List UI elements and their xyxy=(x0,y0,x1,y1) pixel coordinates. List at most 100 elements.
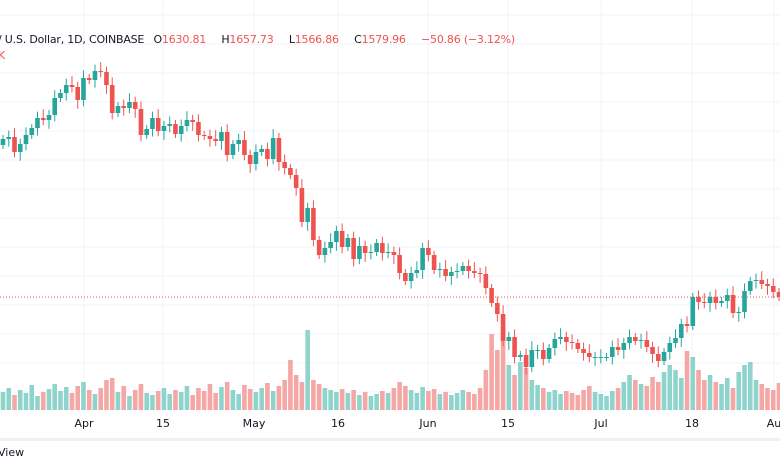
candle-body xyxy=(357,246,362,259)
volume-bar xyxy=(316,384,322,410)
candle-body xyxy=(35,118,40,128)
candle-body xyxy=(667,343,673,352)
candle-body xyxy=(736,312,742,313)
candle-body xyxy=(270,138,276,159)
candle-body xyxy=(17,144,23,152)
candle-body xyxy=(178,126,184,134)
volume-bar xyxy=(276,386,282,410)
candle-body xyxy=(420,248,425,270)
volume-bar xyxy=(311,380,316,410)
candle-body xyxy=(155,118,161,131)
volume-bar xyxy=(512,375,517,410)
high-label: H xyxy=(221,33,230,46)
volume-bar xyxy=(351,390,356,410)
candle-body xyxy=(558,337,563,339)
volume-bar xyxy=(357,395,362,410)
candle-body xyxy=(92,71,98,80)
candle-body xyxy=(701,302,707,303)
candle-body xyxy=(632,337,638,341)
candle-body xyxy=(46,115,52,120)
volume-bar xyxy=(161,388,167,410)
candle-body xyxy=(724,295,730,301)
volume-bar xyxy=(334,392,339,410)
candle-body xyxy=(621,343,627,350)
candle-body xyxy=(316,240,322,255)
open-value: 1630.81 xyxy=(161,33,207,46)
volume-bar xyxy=(765,388,770,410)
candle-body xyxy=(719,301,724,303)
volume-bar xyxy=(201,391,207,410)
candle-body xyxy=(121,106,127,108)
candle-body xyxy=(546,348,552,359)
candle-body xyxy=(98,71,104,72)
volume-bar xyxy=(104,380,109,410)
volume-bar xyxy=(368,396,374,410)
x-tick-label: Apr xyxy=(74,417,94,430)
volume-bar xyxy=(587,386,592,410)
volume-bar xyxy=(293,375,299,410)
candle-body xyxy=(506,337,512,341)
volume-bar xyxy=(460,390,466,410)
volume-bar xyxy=(23,393,29,410)
volume-bar xyxy=(730,388,736,410)
x-tick-label: Jul xyxy=(594,417,608,430)
candle-body xyxy=(650,347,655,354)
volume-bar xyxy=(259,388,264,410)
x-tick-label: May xyxy=(242,417,266,430)
volume-bar xyxy=(713,382,719,410)
volume-bar xyxy=(144,393,150,410)
candle-body xyxy=(109,85,115,113)
candle-body xyxy=(144,129,150,135)
candle-body xyxy=(466,266,471,271)
volume-bar xyxy=(673,370,678,410)
candle-body xyxy=(753,280,759,281)
volume-bar xyxy=(230,390,236,410)
close-label: C xyxy=(354,33,362,46)
candle-body xyxy=(742,291,747,312)
volume-bar xyxy=(719,384,724,410)
volume-bar xyxy=(747,362,753,410)
volume-bar xyxy=(552,390,558,410)
candle-body xyxy=(391,252,397,255)
candle-body xyxy=(282,162,287,168)
view-link[interactable]: View xyxy=(0,446,25,459)
volume-bar xyxy=(426,391,431,410)
volume-bar xyxy=(391,388,397,410)
volume-bar xyxy=(397,382,402,410)
candle-body xyxy=(431,255,437,270)
candle-body xyxy=(276,138,282,162)
candle-body xyxy=(127,102,132,108)
candle-body xyxy=(684,324,690,326)
candle-body xyxy=(362,246,368,253)
candle-body xyxy=(334,231,339,242)
candle-body xyxy=(587,353,592,357)
volume-bar xyxy=(63,387,69,410)
candle-body xyxy=(69,85,75,87)
candle-body xyxy=(213,139,218,141)
volume-bar xyxy=(449,395,454,410)
candle-body xyxy=(104,72,109,85)
candle-body xyxy=(443,269,448,276)
volume-bar xyxy=(132,390,138,410)
x-tick-label: 18 xyxy=(685,417,699,430)
volume-bar xyxy=(328,390,333,410)
volume-bar xyxy=(242,385,247,410)
volume-bar xyxy=(75,386,81,410)
candle-body xyxy=(460,266,466,271)
volume-bar xyxy=(12,395,17,410)
candle-body xyxy=(374,243,379,252)
volume-bar xyxy=(374,394,379,410)
candle-body xyxy=(115,106,121,113)
candle-body xyxy=(150,118,155,129)
volume-bar xyxy=(196,388,201,410)
price-chart[interactable] xyxy=(0,0,780,440)
candle-body xyxy=(305,208,310,222)
candle-body xyxy=(512,337,517,357)
candle-body xyxy=(759,280,765,284)
candle-body xyxy=(40,118,46,120)
volume-bar xyxy=(98,388,104,410)
volume-bar xyxy=(58,391,63,410)
volume-bar xyxy=(759,384,765,410)
candle-body xyxy=(219,132,224,141)
symbol-label: / U.S. Dollar, 1D, COINBASE xyxy=(0,33,145,46)
